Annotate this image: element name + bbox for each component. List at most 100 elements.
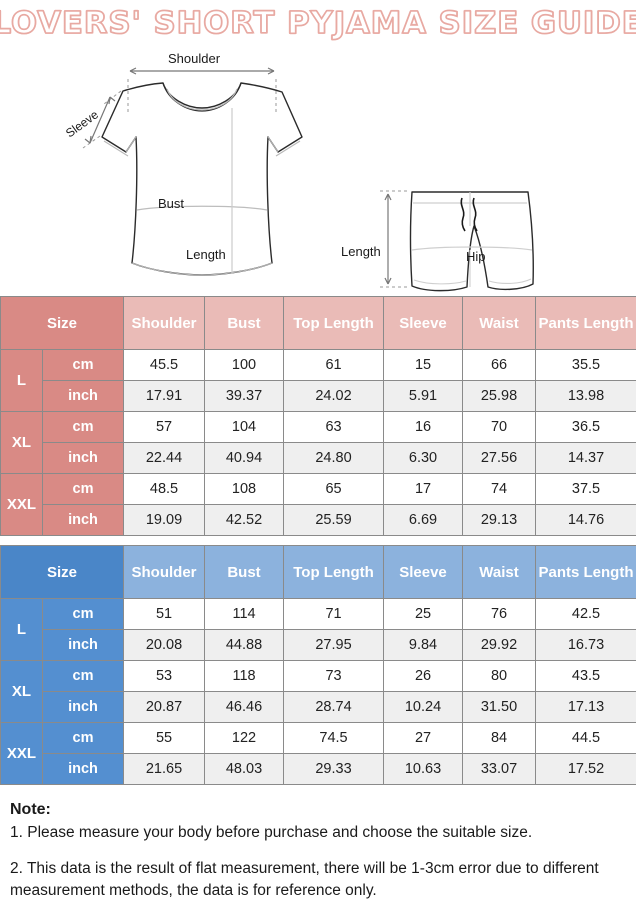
header-size: Size <box>1 297 124 350</box>
cell-value: 25 <box>384 599 463 630</box>
cell-value: 29.13 <box>463 505 536 536</box>
table-row: inch 19.09 42.52 25.59 6.69 29.13 14.76 <box>1 505 636 536</box>
header-size: Size <box>1 546 124 599</box>
unit-label: cm <box>43 412 124 443</box>
header-bust: Bust <box>205 297 284 350</box>
size-label: XXL <box>1 474 43 536</box>
note-item-1: 1. Please measure your body before purch… <box>10 822 626 844</box>
cell-value: 74.5 <box>284 723 384 754</box>
cell-value: 51 <box>124 599 205 630</box>
cell-value: 29.92 <box>463 630 536 661</box>
cell-value: 16.73 <box>536 630 636 661</box>
cell-value: 19.09 <box>124 505 205 536</box>
cell-value: 70 <box>463 412 536 443</box>
notes-title: Note: <box>10 799 626 822</box>
page-title: LOVERS' SHORT PYJAMA SIZE GUIDE <box>0 6 636 41</box>
cell-value: 9.84 <box>384 630 463 661</box>
cell-value: 65 <box>284 474 384 505</box>
cell-value: 61 <box>284 350 384 381</box>
cell-value: 33.07 <box>463 754 536 785</box>
cell-value: 15 <box>384 350 463 381</box>
table-row: inch 20.87 46.46 28.74 10.24 31.50 17.13 <box>1 692 636 723</box>
cell-value: 48.5 <box>124 474 205 505</box>
cell-value: 27.56 <box>463 443 536 474</box>
mens-size-table: Size Shoulder Bust Top Length Sleeve Wai… <box>0 545 636 785</box>
label-hip: Hip <box>466 249 486 264</box>
cell-value: 84 <box>463 723 536 754</box>
cell-value: 118 <box>205 661 284 692</box>
cell-value: 26 <box>384 661 463 692</box>
cell-value: 13.98 <box>536 381 636 412</box>
cell-value: 80 <box>463 661 536 692</box>
cell-value: 122 <box>205 723 284 754</box>
cell-value: 104 <box>205 412 284 443</box>
cell-value: 40.94 <box>205 443 284 474</box>
table-separator <box>0 536 636 545</box>
unit-label: inch <box>43 381 124 412</box>
label-shorts-length: Length <box>341 244 381 259</box>
cell-value: 39.37 <box>205 381 284 412</box>
header-sleeve: Sleeve <box>384 546 463 599</box>
cell-value: 46.46 <box>205 692 284 723</box>
header-shoulder: Shoulder <box>124 546 205 599</box>
cell-value: 22.44 <box>124 443 205 474</box>
table-row: XL cm 57 104 63 16 70 36.5 <box>1 412 636 443</box>
table-header-row: Size Shoulder Bust Top Length Sleeve Wai… <box>1 297 636 350</box>
womens-size-table: Size Shoulder Bust Top Length Sleeve Wai… <box>0 296 636 536</box>
cell-value: 20.08 <box>124 630 205 661</box>
cell-value: 63 <box>284 412 384 443</box>
cell-value: 44.88 <box>205 630 284 661</box>
table-header-row: Size Shoulder Bust Top Length Sleeve Wai… <box>1 546 636 599</box>
header-waist: Waist <box>463 546 536 599</box>
unit-label: inch <box>43 630 124 661</box>
table-row: L cm 51 114 71 25 76 42.5 <box>1 599 636 630</box>
cell-value: 74 <box>463 474 536 505</box>
table-row: L cm 45.5 100 61 15 66 35.5 <box>1 350 636 381</box>
cell-value: 10.63 <box>384 754 463 785</box>
cell-value: 29.33 <box>284 754 384 785</box>
table-row: inch 20.08 44.88 27.95 9.84 29.92 16.73 <box>1 630 636 661</box>
unit-label: cm <box>43 350 124 381</box>
cell-value: 17.52 <box>536 754 636 785</box>
unit-label: cm <box>43 599 124 630</box>
cell-value: 73 <box>284 661 384 692</box>
notes-section: Note: 1. Please measure your body before… <box>0 785 636 902</box>
table-row: inch 21.65 48.03 29.33 10.63 33.07 17.52 <box>1 754 636 785</box>
label-top-length: Length <box>186 247 226 262</box>
unit-label: inch <box>43 505 124 536</box>
cell-value: 24.80 <box>284 443 384 474</box>
cell-value: 25.59 <box>284 505 384 536</box>
unit-label: inch <box>43 692 124 723</box>
cell-value: 43.5 <box>536 661 636 692</box>
unit-label: inch <box>43 754 124 785</box>
table-row: XL cm 53 118 73 26 80 43.5 <box>1 661 636 692</box>
cell-value: 17.13 <box>536 692 636 723</box>
header-sleeve: Sleeve <box>384 297 463 350</box>
unit-label: cm <box>43 474 124 505</box>
size-label: L <box>1 599 43 661</box>
cell-value: 14.76 <box>536 505 636 536</box>
cell-value: 5.91 <box>384 381 463 412</box>
cell-value: 6.69 <box>384 505 463 536</box>
size-label: XXL <box>1 723 43 785</box>
cell-value: 42.52 <box>205 505 284 536</box>
cell-value: 48.03 <box>205 754 284 785</box>
page-title-bar: LOVERS' SHORT PYJAMA SIZE GUIDE <box>0 0 636 44</box>
cell-value: 10.24 <box>384 692 463 723</box>
cell-value: 31.50 <box>463 692 536 723</box>
header-bust: Bust <box>205 546 284 599</box>
cell-value: 27 <box>384 723 463 754</box>
cell-value: 37.5 <box>536 474 636 505</box>
cell-value: 27.95 <box>284 630 384 661</box>
cell-value: 44.5 <box>536 723 636 754</box>
cell-value: 42.5 <box>536 599 636 630</box>
cell-value: 17 <box>384 474 463 505</box>
cell-value: 35.5 <box>536 350 636 381</box>
label-bust: Bust <box>158 196 184 211</box>
cell-value: 25.98 <box>463 381 536 412</box>
header-pants-length: Pants Length <box>536 546 636 599</box>
label-shoulder: Shoulder <box>168 51 220 66</box>
header-top-length: Top Length <box>284 297 384 350</box>
table-row: XXL cm 48.5 108 65 17 74 37.5 <box>1 474 636 505</box>
table-row: inch 17.91 39.37 24.02 5.91 25.98 13.98 <box>1 381 636 412</box>
